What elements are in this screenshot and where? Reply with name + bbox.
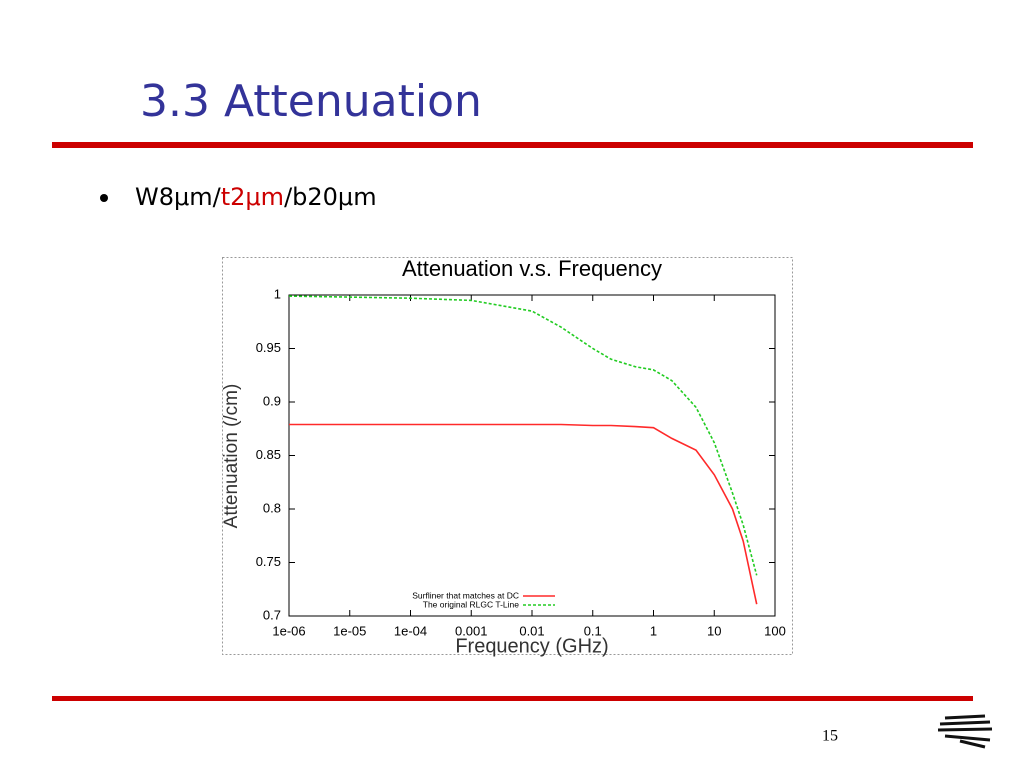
y-tick-label: 0.85 [256,447,281,462]
y-axis-label: Attenuation (/cm) [221,384,242,529]
plot-frame [288,294,776,617]
y-tick-label: 0.7 [263,607,281,622]
chart-title: Attenuation v.s. Frequency [402,256,662,281]
legend-label: Surfliner that matches at DC [412,590,519,600]
x-tick-label: 0.1 [584,623,602,638]
slide-title: 3.3 Attenuation [140,76,482,127]
page-number: 15 [822,728,838,745]
x-tick-label: 0.01 [519,623,544,638]
x-tick-label: 1e-06 [272,623,305,638]
x-tick-label: 1e-04 [394,623,427,638]
bullet-part: W8μm/ [135,183,222,211]
x-axis-label: Frequency (GHz) [455,635,608,657]
bullet-part: t2μm [221,183,284,211]
series-line [288,295,758,576]
x-tick-label: 0.001 [455,623,488,638]
y-tick-label: 0.95 [256,340,281,355]
x-tick-label: 1e-05 [333,623,366,638]
logo [937,714,993,749]
series-line [289,423,758,605]
bottom-rule [52,696,973,701]
y-tick-label: 0.75 [256,554,281,569]
bullet-part: /b20μm [284,183,377,211]
bullet-text: W8μm/t2μm/b20μm [135,183,377,211]
legend-label: The original RLGC T-Line [423,599,519,609]
top-rule [52,142,973,148]
x-tick-label: 100 [764,623,786,638]
y-tick-label: 1 [274,286,281,301]
bullet-dot [100,194,108,202]
y-tick-label: 0.9 [263,393,281,408]
x-tick-label: 10 [707,623,721,638]
chart-frame [222,257,793,655]
y-tick-label: 0.8 [263,500,281,515]
x-tick-label: 1 [650,623,657,638]
